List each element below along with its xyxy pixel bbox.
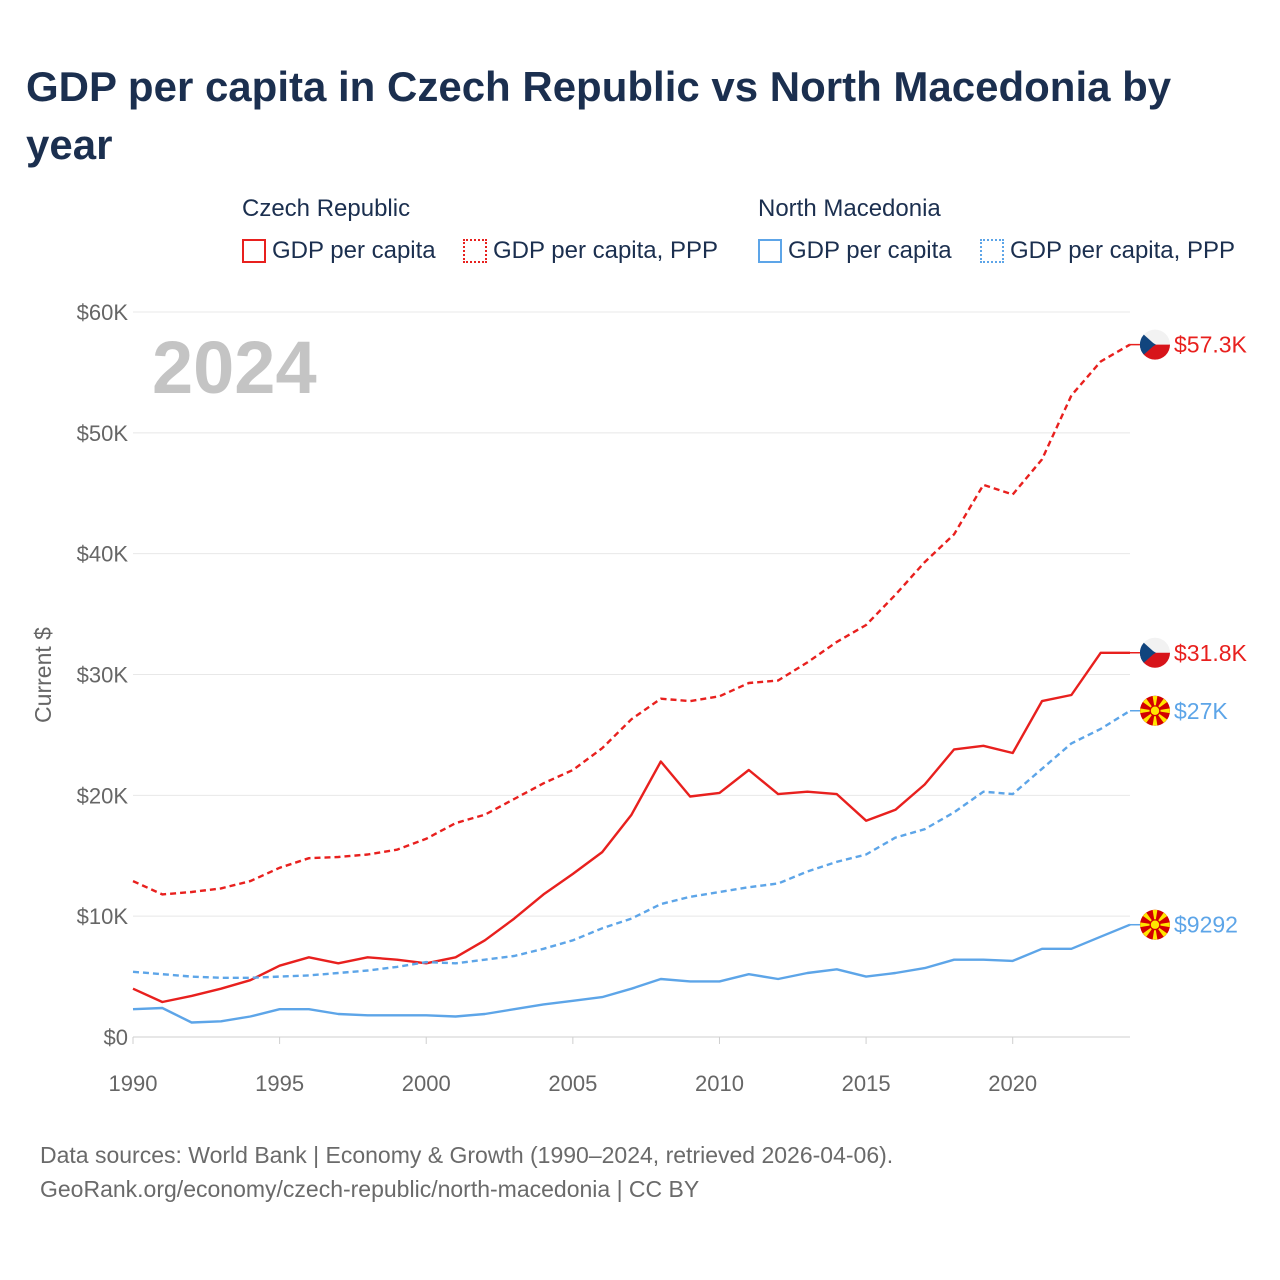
series-line[interactable] [132,923,1131,1024]
y-tick-label: $10K [77,904,129,929]
y-axis-label: Current $ [30,627,56,723]
x-tick-label: 2020 [988,1071,1037,1096]
y-tick-label: $50K [77,421,129,446]
series-layer [132,343,1131,1024]
series-end-marker: $27K [1130,695,1228,726]
series-end-marker: $57.3K [1130,329,1248,360]
line-chart: 2024 $0 $10K $20K $30K $40K $50K $60K 1990 1995 2… [30,300,1248,1096]
north-macedonia-flag-icon [1140,909,1170,940]
end-value-label: $9292 [1174,912,1238,938]
legend-swatch-solid-blue [758,239,782,263]
series-line[interactable] [132,709,1131,979]
y-tick-label: $20K [77,783,129,808]
chart-title: GDP per capita in Czech Republic vs Nort… [26,63,1172,168]
x-tick-label: 2010 [695,1071,744,1096]
grid-layer [133,311,1130,1038]
end-label-layer: $57.3K $31.8K $27K $9292 [1130,329,1248,940]
x-tick-label: 2000 [402,1071,451,1096]
north-macedonia-flag-icon [1140,695,1170,726]
x-tick-label: 1990 [109,1071,158,1096]
series-line[interactable] [132,651,1130,1004]
legend-item-north-macedonia-gdp-ppp[interactable]: GDP per capita, PPP [980,236,1235,266]
legend-swatch-dotted-blue [980,239,1004,263]
legend-group-north-macedonia: North Macedonia [758,195,941,222]
end-value-label: $31.8K [1174,640,1248,666]
year-watermark: 2024 [152,326,317,409]
y-tick-label: $60K [77,300,129,325]
legend-label: GDP per capita [272,237,436,264]
legend-swatch-solid-red [242,239,266,263]
footer: Data sources: World Bank | Economy & Gro… [40,1138,893,1206]
x-tick-label: 1995 [255,1071,304,1096]
footer-link[interactable]: GeoRank.org/economy/czech-republic/north… [40,1176,700,1202]
y-tick-label: $0 [104,1025,128,1050]
series-line[interactable] [132,343,1131,896]
legend-swatch-dotted-red [463,239,487,263]
legend-label: GDP per capita [788,237,952,264]
legend-group-czech-republic: Czech Republic [242,195,411,222]
end-value-label: $27K [1174,698,1228,724]
series-end-marker: $31.8K [1130,637,1248,668]
czech-flag-icon [1140,637,1170,668]
legend-item-czech-gdp[interactable]: GDP per capita [242,236,436,266]
legend-item-czech-gdp-ppp[interactable]: GDP per capita, PPP [463,236,718,266]
x-tick-label: 2005 [548,1071,597,1096]
y-tick-label: $40K [77,542,129,567]
series-end-marker: $9292 [1130,909,1238,940]
x-tick-label: 2015 [842,1071,891,1096]
legend-label: GDP per capita, PPP [1010,237,1235,264]
czech-flag-icon [1140,329,1170,360]
legend-label: GDP per capita, PPP [493,237,718,264]
axis-layer: $0 $10K $20K $30K $40K $50K $60K 1990 1995 2000 20… [77,300,1038,1096]
y-tick-label: $30K [77,663,129,688]
footer-sources: Data sources: World Bank | Economy & Gro… [40,1142,894,1168]
legend-item-north-macedonia-gdp[interactable]: GDP per capita [758,236,952,266]
end-value-label: $57.3K [1174,332,1248,358]
